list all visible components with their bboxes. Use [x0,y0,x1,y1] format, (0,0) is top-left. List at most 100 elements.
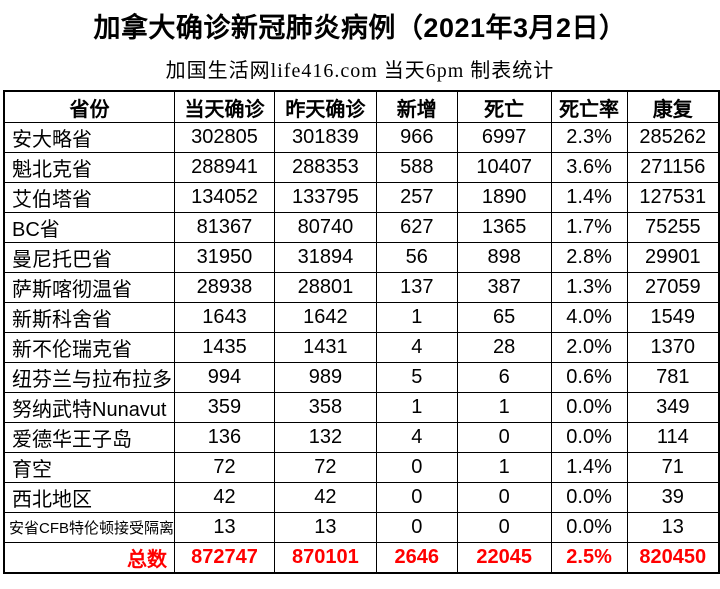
value-cell: 6997 [456,122,552,153]
value-cell: 0 [375,512,458,543]
total-label: 总数 [3,542,176,574]
province-name: 纽芬兰与拉布拉多 [3,362,176,393]
value-cell: 114 [626,422,720,453]
total-value: 2646 [375,542,458,574]
value-cell: 1 [456,452,552,483]
value-cell: 127531 [626,182,720,213]
table-row: 西北地区 42 42 0 0 0.0% 39 [3,482,720,513]
column-header-yesterday-confirmed: 昨天确诊 [273,90,377,123]
province-name: 艾伯塔省 [3,182,176,213]
value-cell: 2.8% [550,242,628,273]
value-cell: 0.0% [550,512,628,543]
value-cell: 134052 [174,182,275,213]
value-cell: 136 [174,422,275,453]
value-cell: 75255 [626,212,720,243]
province-name: 魁北克省 [3,152,176,183]
value-cell: 387 [456,272,552,303]
page-title: 加拿大确诊新冠肺炎病例（2021年3月2日） [93,13,627,43]
total-value: 820450 [626,542,720,574]
table-row: 新斯科舍省 1643 1642 1 65 4.0% 1549 [3,302,720,333]
total-value: 870101 [273,542,377,574]
province-name: 西北地区 [3,482,176,513]
column-header-new-cases: 新增 [375,90,458,123]
value-cell: 2.3% [550,122,628,153]
value-cell: 1.4% [550,182,628,213]
value-cell: 39 [626,482,720,513]
value-cell: 588 [375,152,458,183]
province-name: 安大略省 [3,122,176,153]
value-cell: 13 [626,512,720,543]
column-header-recovered: 康复 [626,90,720,123]
value-cell: 65 [456,302,552,333]
table-row: BC省 81367 80740 627 1365 1.7% 75255 [3,212,720,243]
value-cell: 898 [456,242,552,273]
value-cell: 72 [273,452,377,483]
value-cell: 0 [456,422,552,453]
value-cell: 0 [456,512,552,543]
value-cell: 137 [375,272,458,303]
province-name: 新不伦瑞克省 [3,332,176,363]
table-row: 纽芬兰与拉布拉多 994 989 5 6 0.6% 781 [3,362,720,393]
table-row: 曼尼托巴省 31950 31894 56 898 2.8% 29901 [3,242,720,273]
column-header-deaths: 死亡 [456,90,552,123]
value-cell: 0 [375,452,458,483]
table-row: 努纳武特Nunavut 359 358 1 1 0.0% 349 [3,392,720,423]
value-cell: 994 [174,362,275,393]
value-cell: 4.0% [550,302,628,333]
value-cell: 81367 [174,212,275,243]
value-cell: 1.7% [550,212,628,243]
value-cell: 1549 [626,302,720,333]
table-row: 艾伯塔省 134052 133795 257 1890 1.4% 127531 [3,182,720,213]
value-cell: 27059 [626,272,720,303]
value-cell: 302805 [174,122,275,153]
value-cell: 781 [626,362,720,393]
value-cell: 1365 [456,212,552,243]
value-cell: 1 [375,302,458,333]
province-name: 萨斯喀彻温省 [3,272,176,303]
total-row: 总数 872747 870101 2646 22045 2.5% 820450 [3,542,720,574]
value-cell: 0.6% [550,362,628,393]
value-cell: 349 [626,392,720,423]
value-cell: 1890 [456,182,552,213]
value-cell: 4 [375,422,458,453]
table-row: 萨斯喀彻温省 28938 28801 137 387 1.3% 27059 [3,272,720,303]
value-cell: 56 [375,242,458,273]
value-cell: 288941 [174,152,275,183]
table-row: 育空 72 72 0 1 1.4% 71 [3,452,720,483]
value-cell: 285262 [626,122,720,153]
value-cell: 0.0% [550,422,628,453]
value-cell: 1435 [174,332,275,363]
value-cell: 966 [375,122,458,153]
value-cell: 0 [375,482,458,513]
province-name: 新斯科舍省 [3,302,176,333]
value-cell: 5 [375,362,458,393]
total-value: 872747 [174,542,275,574]
value-cell: 13 [174,512,275,543]
value-cell: 4 [375,332,458,363]
value-cell: 1 [456,392,552,423]
province-name: 育空 [3,452,176,483]
value-cell: 28801 [273,272,377,303]
total-value: 22045 [456,542,552,574]
value-cell: 13 [273,512,377,543]
value-cell: 31950 [174,242,275,273]
value-cell: 1370 [626,332,720,363]
value-cell: 627 [375,212,458,243]
column-header-today-confirmed: 当天确诊 [174,90,275,123]
value-cell: 1 [375,392,458,423]
column-header-death-rate: 死亡率 [550,90,628,123]
table-header-row: 省份 当天确诊 昨天确诊 新增 死亡 死亡率 康复 [3,90,720,123]
value-cell: 3.6% [550,152,628,183]
value-cell: 72 [174,452,275,483]
province-name: 安省CFB特伦顿接受隔离 [3,512,176,543]
value-cell: 133795 [273,182,377,213]
column-header-province: 省份 [3,90,176,123]
table-row: 安大略省 302805 301839 966 6997 2.3% 285262 [3,122,720,153]
table-body: 安大略省 302805 301839 966 6997 2.3% 285262 魁北克省 288… [3,122,720,574]
table-row: 安省CFB特伦顿接受隔离 13 13 0 0 0.0% 13 [3,512,720,543]
value-cell: 31894 [273,242,377,273]
value-cell: 1642 [273,302,377,333]
value-cell: 28 [456,332,552,363]
value-cell: 1643 [174,302,275,333]
table-row: 新不伦瑞克省 1435 1431 4 28 2.0% 1370 [3,332,720,363]
